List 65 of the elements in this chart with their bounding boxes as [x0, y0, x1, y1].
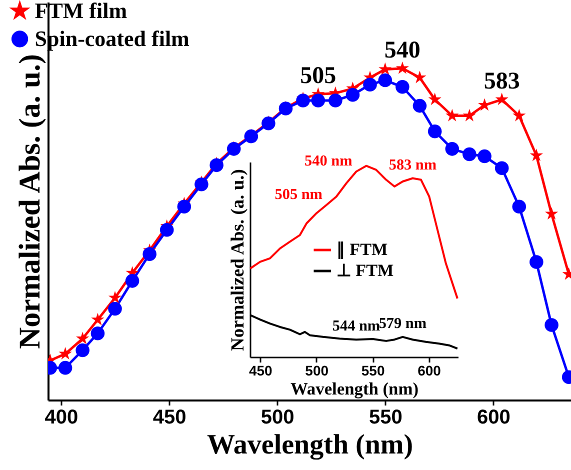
x-tick-label: 500 [260, 406, 294, 428]
point [58, 347, 72, 360]
point [478, 149, 492, 164]
point [530, 255, 544, 269]
point [90, 326, 105, 340]
legend-label: ⊥ FTM [336, 261, 394, 280]
point [346, 88, 360, 102]
point [512, 108, 526, 122]
point [296, 94, 310, 108]
annotation: 583 nm [388, 156, 437, 174]
annotation: 579 nm [378, 314, 427, 332]
point [428, 92, 442, 106]
point [544, 318, 558, 332]
point [544, 207, 558, 220]
point [512, 200, 526, 214]
x-tick-label: 450 [152, 406, 186, 428]
point [462, 108, 476, 122]
x-tick-label: 600 [418, 362, 442, 378]
annotation: 505 nm [274, 186, 323, 204]
x-tick-label: 400 [44, 406, 78, 428]
point [226, 142, 241, 156]
point [462, 147, 476, 162]
point [363, 78, 377, 92]
x-tick-label: 550 [368, 406, 402, 428]
point [142, 247, 156, 261]
x-tick-label: 600 [477, 406, 510, 428]
x-axis-title: Wavelength (nm) [206, 430, 414, 460]
point [108, 302, 122, 316]
legend-label: ∥ FTM [336, 240, 388, 259]
point [91, 312, 104, 326]
y-axis-title: Normalized Abs. (a. u.) [14, 54, 46, 349]
point [262, 116, 276, 130]
point [311, 94, 326, 108]
point [160, 222, 174, 237]
point [177, 200, 192, 214]
point [445, 142, 460, 156]
point [446, 108, 459, 122]
point [494, 161, 509, 176]
annotation: 505 [300, 63, 336, 90]
y-axis-title: Normalized Abs. (a. u.) [228, 169, 248, 351]
point [194, 178, 208, 192]
point [495, 92, 508, 106]
x-tick-label: 550 [361, 362, 385, 378]
point [378, 62, 392, 75]
point [530, 148, 543, 162]
point [108, 290, 122, 304]
x-tick-label: 500 [305, 362, 329, 378]
point [58, 360, 72, 375]
point [396, 61, 409, 74]
point [428, 124, 442, 138]
point [210, 158, 224, 172]
point [328, 94, 342, 108]
point [396, 80, 410, 94]
point [378, 73, 392, 88]
point [412, 98, 427, 113]
x-tick-label: 450 [248, 362, 273, 378]
point [76, 332, 90, 344]
point [76, 343, 90, 358]
annotation: 544 nm [332, 318, 380, 335]
point [125, 274, 140, 288]
annotation: 540 [384, 37, 420, 64]
annotation: 540 nm [304, 152, 353, 170]
x-axis-title: Wavelength (nm) [290, 378, 419, 398]
annotation: 583 [484, 68, 520, 95]
point [413, 70, 426, 84]
